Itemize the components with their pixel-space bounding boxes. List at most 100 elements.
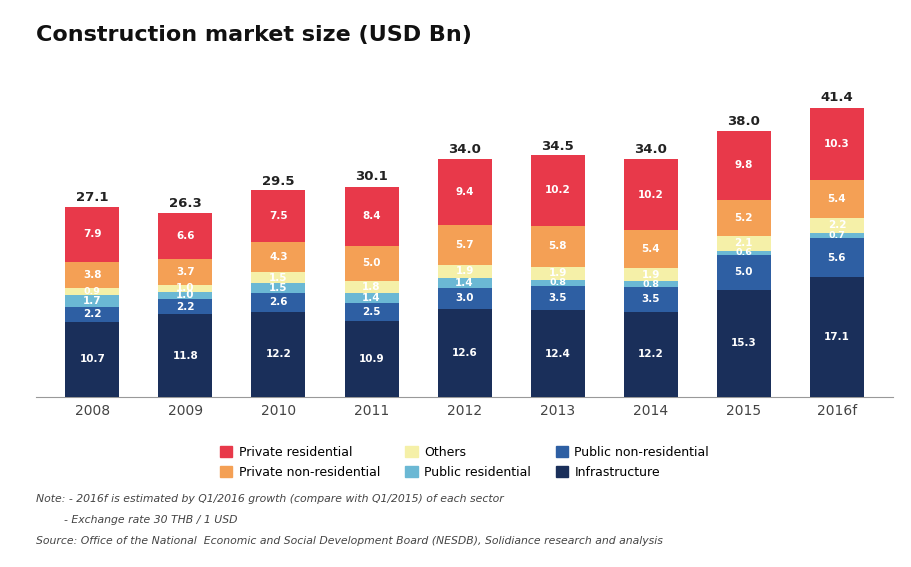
Bar: [437, 225, 492, 265]
Bar: [624, 281, 678, 287]
Text: 1.5: 1.5: [269, 273, 288, 282]
Text: 5.8: 5.8: [548, 242, 567, 251]
Text: 0.6: 0.6: [735, 248, 752, 257]
Bar: [810, 180, 864, 218]
Text: 12.4: 12.4: [545, 349, 570, 358]
Bar: [531, 266, 585, 280]
Bar: [531, 155, 585, 226]
Text: Note: - 2016f is estimated by Q1/2016 growth (compare with Q1/2015) of each sect: Note: - 2016f is estimated by Q1/2016 gr…: [36, 494, 504, 504]
Text: 0.8: 0.8: [549, 278, 567, 287]
Text: 5.2: 5.2: [734, 213, 753, 223]
Bar: [531, 310, 585, 397]
Bar: [251, 283, 305, 293]
Bar: [810, 277, 864, 397]
Bar: [717, 236, 771, 251]
Text: 2.5: 2.5: [363, 307, 381, 317]
Bar: [251, 293, 305, 311]
Bar: [624, 311, 678, 397]
Text: 2.2: 2.2: [828, 221, 846, 230]
Bar: [66, 307, 119, 322]
Bar: [66, 289, 119, 295]
Bar: [159, 292, 212, 299]
Bar: [717, 251, 771, 255]
Text: 5.0: 5.0: [734, 268, 753, 277]
Bar: [159, 314, 212, 397]
Text: 3.7: 3.7: [176, 267, 195, 277]
Bar: [531, 280, 585, 286]
Text: 15.3: 15.3: [731, 338, 757, 348]
Text: 10.7: 10.7: [79, 354, 106, 365]
Text: Source: Office of the National  Economic and Social Development Board (NESDB), S: Source: Office of the National Economic …: [36, 536, 663, 547]
Bar: [251, 311, 305, 397]
Bar: [159, 285, 212, 292]
Bar: [251, 190, 305, 242]
Bar: [810, 238, 864, 277]
Text: 27.1: 27.1: [76, 192, 108, 205]
Text: 1.7: 1.7: [83, 296, 102, 306]
Text: 0.7: 0.7: [828, 231, 845, 240]
Text: 5.0: 5.0: [363, 258, 381, 268]
Text: 9.4: 9.4: [456, 187, 474, 197]
Text: 1.0: 1.0: [176, 284, 195, 294]
Text: 0.8: 0.8: [642, 280, 660, 289]
Text: 34.0: 34.0: [634, 143, 667, 156]
Text: 1.4: 1.4: [363, 293, 381, 303]
Text: 7.9: 7.9: [83, 229, 101, 239]
Bar: [717, 200, 771, 236]
Bar: [624, 287, 678, 311]
Bar: [810, 233, 864, 238]
Text: 4.3: 4.3: [269, 252, 288, 263]
Bar: [810, 108, 864, 180]
Bar: [437, 309, 492, 397]
Text: 2.2: 2.2: [176, 302, 195, 312]
Text: 2.1: 2.1: [734, 238, 753, 248]
Text: 34.0: 34.0: [448, 143, 481, 156]
Bar: [344, 303, 398, 320]
Bar: [531, 286, 585, 310]
Bar: [437, 265, 492, 278]
Text: 1.5: 1.5: [269, 283, 288, 293]
Bar: [344, 281, 398, 293]
Text: 7.5: 7.5: [269, 211, 288, 221]
Text: 10.2: 10.2: [545, 185, 570, 196]
Text: 1.0: 1.0: [176, 290, 195, 301]
Text: 26.3: 26.3: [169, 197, 201, 210]
Bar: [66, 206, 119, 262]
Text: 3.0: 3.0: [456, 293, 474, 303]
Text: 38.0: 38.0: [727, 115, 761, 128]
Bar: [66, 322, 119, 397]
Bar: [66, 295, 119, 307]
Bar: [810, 218, 864, 233]
Text: 3.5: 3.5: [548, 293, 567, 303]
Bar: [437, 287, 492, 309]
Legend: Private residential, Private non-residential, Others, Public residential, Public: Private residential, Private non-residen…: [220, 446, 710, 479]
Bar: [344, 187, 398, 246]
Text: 6.6: 6.6: [176, 231, 195, 241]
Bar: [344, 246, 398, 281]
Text: 1.9: 1.9: [456, 266, 474, 276]
Text: 10.2: 10.2: [638, 190, 663, 200]
Bar: [344, 293, 398, 303]
Text: 17.1: 17.1: [824, 332, 850, 342]
Bar: [717, 290, 771, 397]
Text: 30.1: 30.1: [355, 171, 388, 184]
Text: 2.6: 2.6: [269, 298, 288, 307]
Text: 10.9: 10.9: [359, 354, 384, 364]
Bar: [717, 255, 771, 290]
Text: 5.4: 5.4: [641, 244, 660, 254]
Text: 12.6: 12.6: [452, 348, 477, 358]
Text: 5.6: 5.6: [828, 253, 846, 263]
Text: 5.7: 5.7: [456, 240, 474, 249]
Bar: [159, 299, 212, 314]
Bar: [531, 226, 585, 266]
Bar: [66, 262, 119, 289]
Text: 0.9: 0.9: [84, 287, 101, 296]
Text: 34.5: 34.5: [541, 139, 574, 153]
Text: 8.4: 8.4: [363, 211, 381, 221]
Text: 3.8: 3.8: [83, 270, 101, 280]
Bar: [159, 213, 212, 259]
Text: 29.5: 29.5: [262, 175, 294, 188]
Text: 9.8: 9.8: [734, 160, 753, 170]
Text: - Exchange rate 30 THB / 1 USD: - Exchange rate 30 THB / 1 USD: [36, 515, 238, 525]
Text: 10.3: 10.3: [824, 139, 850, 149]
